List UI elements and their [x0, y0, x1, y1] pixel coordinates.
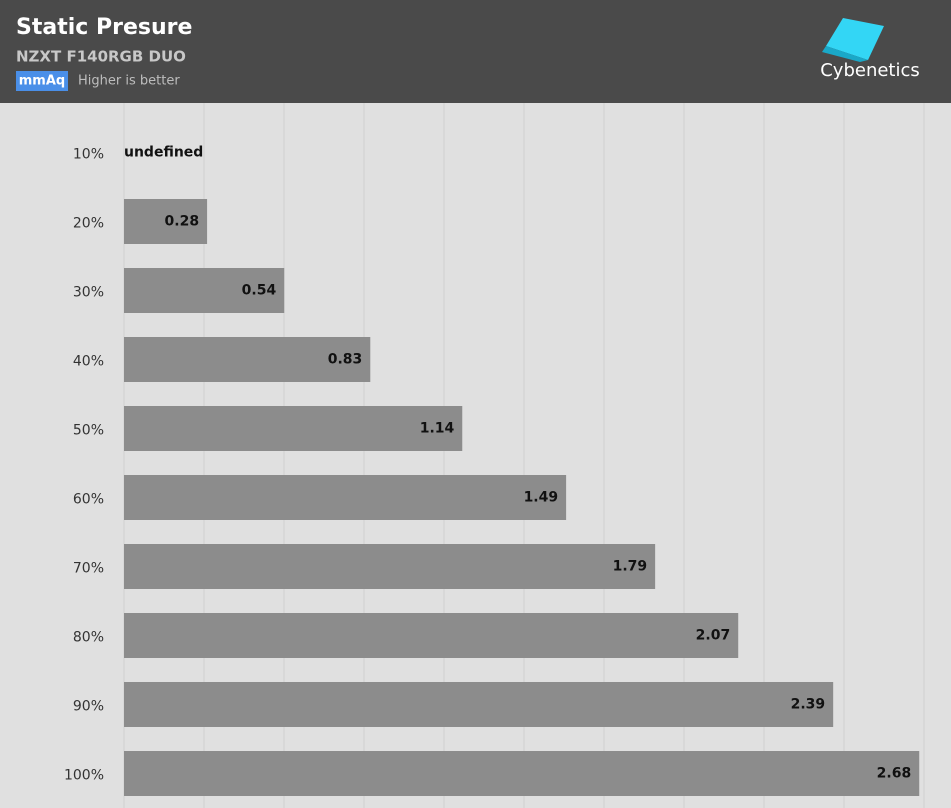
value-label: 1.49 — [524, 490, 559, 506]
y-tick-label: 50% — [73, 423, 104, 439]
unit: mmAq — [19, 74, 65, 89]
y-tick-label: 30% — [73, 285, 104, 301]
bar — [124, 613, 739, 658]
y-tick-label: 20% — [73, 216, 104, 232]
logo-icon-shade — [822, 46, 868, 62]
value-label: 0.28 — [165, 214, 200, 230]
value-label: 0.54 — [242, 283, 277, 299]
value-label: 1.79 — [613, 559, 648, 575]
y-tick-label: 10% — [73, 147, 104, 163]
logo-icon — [826, 18, 884, 60]
value-label: undefined — [124, 145, 203, 161]
y-tick-label: 40% — [73, 354, 104, 370]
bar — [124, 475, 567, 520]
bar — [124, 682, 834, 727]
y-tick-label: 70% — [73, 561, 104, 577]
y-tick-label: 90% — [73, 699, 104, 715]
plot: 10% undefined 20% 0.28 30% 0.54 40% 0.83 50% 1.14… — [64, 145, 920, 796]
bar — [124, 751, 920, 796]
subtitle: NZXT F140RGB DUO — [16, 48, 186, 66]
bar — [124, 406, 463, 451]
bar — [124, 268, 285, 313]
chart-title: Static Presure — [16, 15, 192, 40]
value-label: 2.07 — [696, 628, 731, 644]
value-label: 1.14 — [420, 421, 455, 437]
header — [0, 0, 951, 103]
unit-badge — [16, 71, 68, 91]
value-label: 2.68 — [877, 766, 912, 782]
note: Higher is better — [78, 74, 180, 89]
y-tick-label: 60% — [73, 492, 104, 508]
bar — [124, 199, 208, 244]
y-tick-label: 100% — [64, 768, 104, 784]
bar — [124, 544, 656, 589]
value-label: 2.39 — [791, 697, 826, 713]
value-label: 0.83 — [328, 352, 363, 368]
y-tick-label: 80% — [73, 630, 104, 646]
brand: Cybenetics — [820, 60, 920, 81]
bar — [124, 337, 371, 382]
